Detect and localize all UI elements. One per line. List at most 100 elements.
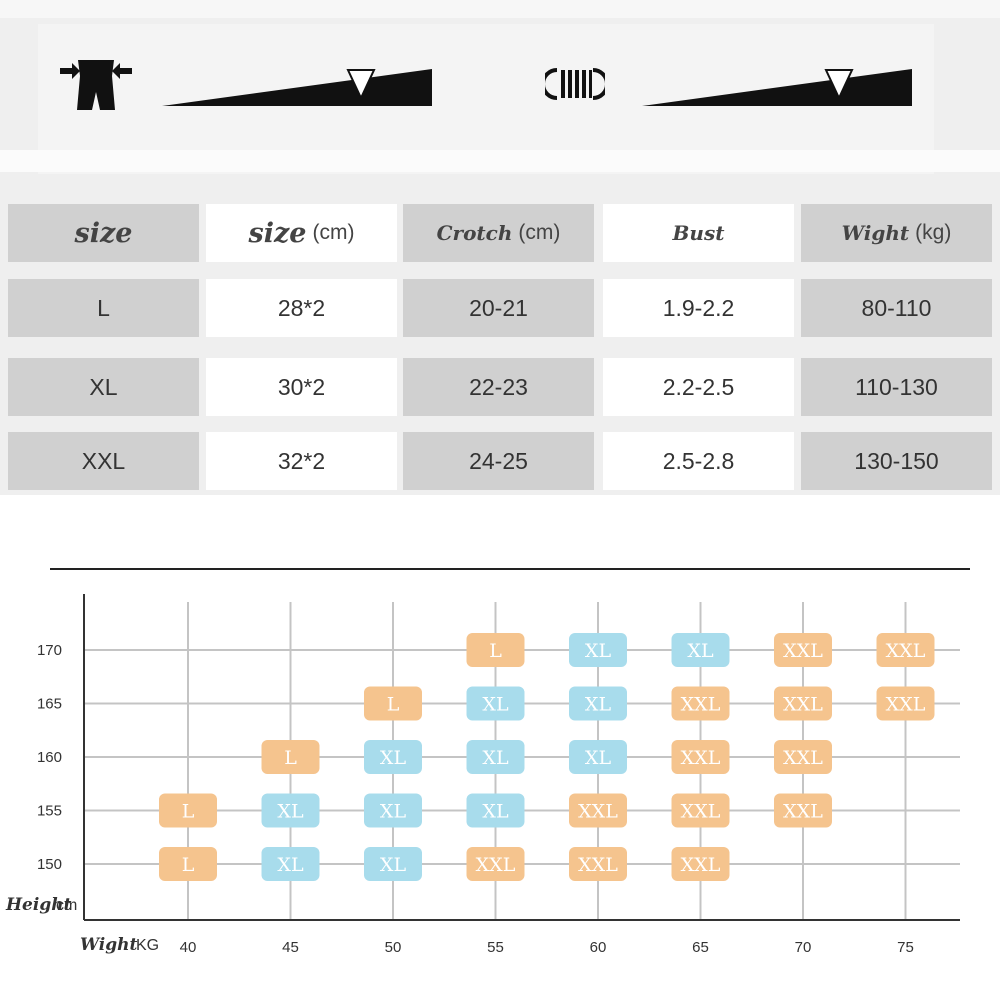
- table-cell: XXL: [8, 432, 199, 490]
- table-cell: 2.5-2.8: [603, 432, 794, 490]
- size-badge: [876, 633, 935, 667]
- size-badge: [261, 847, 320, 881]
- size-badge: [569, 633, 627, 667]
- size-badge-label: L: [284, 747, 297, 769]
- size-badge-label: XL: [482, 801, 509, 823]
- size-badge: [569, 793, 627, 828]
- size-badge-label: XXL: [578, 801, 618, 823]
- size-badge-label: XL: [482, 747, 509, 769]
- panel-divider: [0, 150, 1000, 172]
- size-badge-label: XL: [380, 801, 407, 823]
- table-cell: 1.9-2.2: [603, 279, 794, 337]
- table-cell: 130-150: [801, 432, 992, 490]
- size-badge: [671, 633, 730, 667]
- size-badge: [569, 740, 627, 774]
- size-badge: [774, 740, 832, 774]
- y-tick-label: 160: [37, 749, 62, 766]
- size-badge-label: XL: [585, 640, 612, 662]
- header-size: size: [8, 204, 199, 262]
- header-weight-unit: (kg): [915, 221, 952, 244]
- x-tick-label: 65: [692, 939, 709, 956]
- elasticity-gauge: [642, 69, 912, 106]
- size-badge-label: XXL: [783, 640, 823, 662]
- size-badge: [774, 633, 832, 667]
- size-badge-label: XL: [585, 747, 612, 769]
- table-cell: 28*2: [206, 279, 397, 337]
- size-badge: [466, 686, 525, 721]
- size-badge: [774, 793, 832, 828]
- size-badge-label: XL: [585, 694, 612, 716]
- size-badge-label: XL: [380, 747, 407, 769]
- y-tick-label: 165: [37, 696, 62, 713]
- size-badge: [364, 686, 422, 721]
- size-badge-label: XL: [380, 854, 407, 876]
- size-badge-label: XL: [482, 694, 509, 716]
- elastic-spring-icon: [545, 68, 605, 100]
- table-cell: 110-130: [801, 358, 992, 416]
- table-cell: 22-23: [403, 358, 594, 416]
- size-badge: [569, 686, 627, 721]
- size-badge-label: XXL: [783, 801, 823, 823]
- size-badge: [671, 686, 730, 721]
- size-badge-label: XXL: [681, 747, 721, 769]
- size-badge-label: L: [489, 640, 502, 662]
- size-badge: [466, 633, 525, 667]
- size-badge-label: L: [182, 854, 195, 876]
- y-tick-label: 170: [37, 642, 62, 659]
- size-badge: [159, 847, 217, 881]
- size-badge: [876, 686, 935, 721]
- waist-stretch-gauge: [162, 69, 432, 106]
- table-cell: 80-110: [801, 279, 992, 337]
- header-crotch-unit: (cm): [518, 221, 561, 244]
- x-tick-label: 40: [180, 939, 197, 956]
- header-size-cm: size (cm): [206, 204, 397, 262]
- table-cell: 2.2-2.5: [603, 358, 794, 416]
- y-axis-title: Height: [5, 895, 72, 915]
- x-tick-label: 55: [487, 939, 504, 956]
- header-bust: Bust: [603, 204, 794, 262]
- size-badge: [466, 740, 525, 774]
- waist-body-icon: [60, 60, 132, 110]
- size-badge-label: XXL: [681, 694, 721, 716]
- size-badge: [466, 847, 525, 881]
- table-cell: L: [8, 279, 199, 337]
- size-badge: [774, 686, 832, 721]
- size-badge: [569, 847, 627, 881]
- header-size-cm-unit: (cm): [312, 221, 355, 244]
- size-badge: [466, 793, 525, 828]
- y-tick-label: 155: [37, 803, 62, 820]
- header-size-cm-title: size: [248, 217, 307, 249]
- size-badge-label: XL: [277, 854, 304, 876]
- size-badge-label: L: [182, 801, 195, 823]
- x-tick-label: 75: [897, 939, 914, 956]
- size-badge-label: XXL: [783, 747, 823, 769]
- x-tick-label: 70: [795, 939, 812, 956]
- table-cell: 20-21: [403, 279, 594, 337]
- size-badge-label: XXL: [578, 854, 618, 876]
- size-badge: [671, 740, 730, 774]
- table-cell: XL: [8, 358, 199, 416]
- header-crotch: Crotch (cm): [403, 204, 594, 262]
- header-weight-title: Wight: [841, 221, 910, 245]
- size-badge: [364, 847, 422, 881]
- header-weight: Wight (kg): [801, 204, 992, 262]
- level-pointer-icon: [346, 69, 376, 101]
- size-badge: [261, 793, 320, 828]
- table-cell: 32*2: [206, 432, 397, 490]
- size-badge-label: XXL: [886, 694, 926, 716]
- size-badge: [261, 740, 320, 774]
- top-strip: [0, 0, 1000, 18]
- y-axis-unit: cm: [56, 897, 77, 914]
- x-axis-unit: KG: [136, 937, 159, 954]
- size-badge: [364, 740, 422, 774]
- size-badge-label: XXL: [886, 640, 926, 662]
- size-badge: [364, 793, 422, 828]
- x-tick-label: 60: [590, 939, 607, 956]
- table-cell: 30*2: [206, 358, 397, 416]
- size-badge-label: XL: [277, 801, 304, 823]
- y-tick-label: 150: [37, 856, 62, 873]
- size-badge: [671, 793, 730, 828]
- x-tick-label: 45: [282, 939, 299, 956]
- size-badge-label: XXL: [681, 801, 721, 823]
